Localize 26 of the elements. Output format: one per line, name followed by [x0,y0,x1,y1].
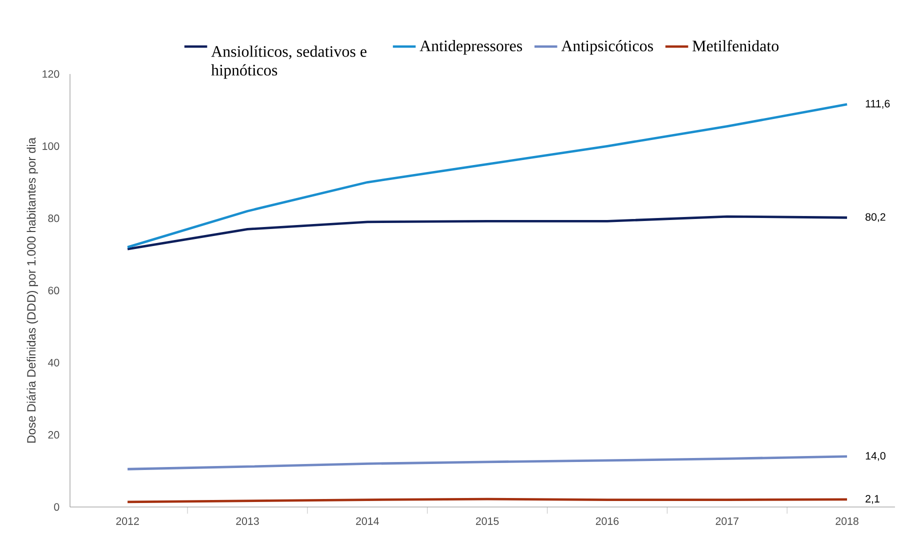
y-tick-label: 20 [48,431,60,439]
annotation: 14,0 [866,452,886,461]
y-tick-label: 0 [54,503,60,511]
x-tick-label: 2017 [716,517,738,525]
y-axis-title: Dose Diária Definidas (DDD) por 1.000 habitantes por dia [26,137,38,443]
legend-label: Metilfenidato [692,40,779,52]
x-tick-label: 2014 [356,517,379,525]
x-tick-label: 2012 [116,517,139,525]
legend-label: Antipsicóticos [561,40,653,55]
x-tick-label: 2016 [596,517,619,525]
annotation: 2,1 [866,495,880,504]
line-series [126,215,848,250]
y-tick-label: 60 [48,286,60,294]
annotation: 111,6 [866,100,890,109]
y-tick-label: 40 [48,358,60,366]
y-tick-label: 120 [42,70,60,78]
line-series [126,103,848,248]
x-tick-label: 2013 [236,517,259,525]
y-tick-label: 80 [48,214,60,222]
line-series [126,455,848,470]
x-tick-label: 2015 [476,517,499,525]
legend-label: Ansiolíticos, sedativos e hipnóticos [211,46,366,79]
annotation: 80,2 [866,213,886,222]
y-tick-label: 100 [42,142,60,150]
legend-label: Antidepressores [420,40,522,55]
x-tick-label: 2018 [836,517,858,525]
